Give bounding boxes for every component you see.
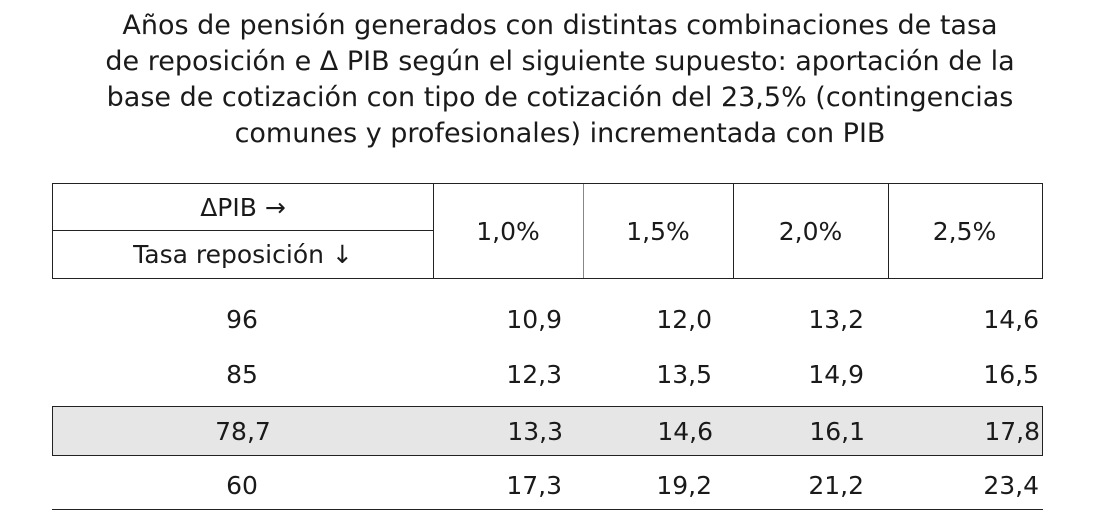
- cell-value: 19,2: [656, 470, 712, 500]
- header-col-1: 1,0%: [476, 216, 540, 246]
- cell-value: 13,5: [656, 359, 712, 389]
- header-col-divider: [733, 184, 734, 278]
- cell-value: 13,2: [808, 304, 864, 334]
- cell-value: 16,1: [809, 416, 865, 446]
- cell-value: 17,8: [984, 416, 1040, 446]
- cell-value: 16,5: [983, 359, 1039, 389]
- header-col-2: 1,5%: [626, 216, 690, 246]
- header-col-divider: [583, 184, 584, 278]
- cell-value: 12,0: [656, 304, 712, 334]
- cell-value: 14,9: [808, 359, 864, 389]
- cell-tasa: 78,7: [215, 416, 271, 446]
- table-row: 85 12,3 13,5 14,9 16,5: [52, 349, 1043, 399]
- header-col-divider: [888, 184, 889, 278]
- cell-value: 23,4: [983, 470, 1039, 500]
- table-row-highlighted: 78,7 13,3 14,6 16,1 17,8: [52, 406, 1043, 456]
- header-col-4: 2,5%: [932, 216, 997, 246]
- table-row: 60 17,3 19,2 21,2 23,4: [52, 460, 1043, 510]
- cell-value: 12,3: [506, 359, 562, 389]
- header-divider: [53, 230, 433, 231]
- cell-tasa: 96: [226, 304, 258, 334]
- table-header: ΔPIB → Tasa reposición ↓ 1,0% 1,5% 2,0% …: [52, 183, 1043, 279]
- cell-value: 17,3: [506, 470, 562, 500]
- header-col-3: 2,0%: [778, 216, 843, 246]
- cell-value: 10,9: [506, 304, 562, 334]
- cell-value: 14,6: [657, 416, 713, 446]
- header-pib-label: ΔPIB →: [200, 192, 286, 222]
- header-col-divider: [433, 184, 434, 278]
- cell-tasa: 85: [226, 359, 258, 389]
- cell-value: 13,3: [507, 416, 563, 446]
- table-row: 96 10,9 12,0 13,2 14,6: [52, 294, 1043, 344]
- table-bottom-rule: [52, 509, 1043, 510]
- table-title: Años de pensión generados con distintas …: [105, 10, 1015, 149]
- cell-tasa: 60: [226, 470, 258, 500]
- cell-value: 14,6: [983, 304, 1039, 334]
- header-tasa-label: Tasa reposición ↓: [133, 240, 353, 269]
- cell-value: 21,2: [808, 470, 864, 500]
